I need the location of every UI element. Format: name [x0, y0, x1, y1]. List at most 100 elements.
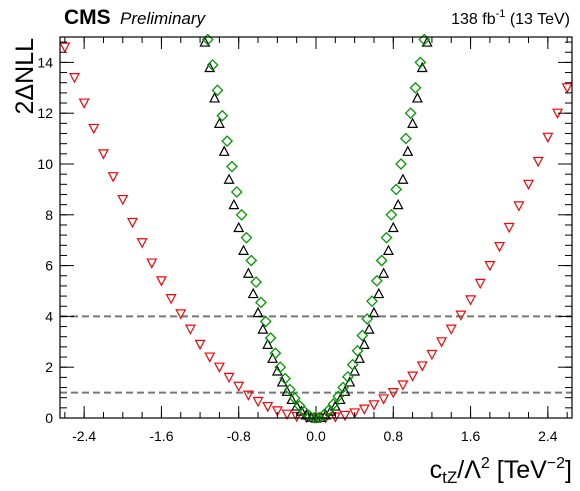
point-s2-39	[390, 183, 403, 196]
point-s0-23	[281, 409, 293, 420]
x-title-mid: /Λ	[457, 456, 481, 484]
point-s2-3	[216, 109, 229, 122]
point-s1-17	[281, 385, 293, 396]
point-s0-38	[426, 349, 438, 361]
luminosity-label: 138 fb-1 (13 TeV)	[451, 8, 570, 28]
y-tick-label: 12	[37, 105, 53, 121]
point-s1-31	[349, 365, 361, 376]
point-s2-37	[380, 231, 393, 244]
preliminary-label: Preliminary	[120, 9, 207, 28]
point-s0-46	[503, 222, 515, 234]
point-s0-6	[117, 194, 129, 206]
point-s0-49	[532, 156, 544, 168]
point-s1-36	[373, 287, 385, 299]
x-title-base: c	[430, 456, 443, 484]
point-s0-17	[223, 372, 235, 384]
point-s2-4	[221, 135, 234, 148]
point-s2-41	[399, 132, 412, 145]
point-s1-21	[300, 409, 312, 420]
point-s0-41	[455, 310, 467, 321]
point-s0-45	[494, 241, 506, 253]
point-s1-32	[353, 352, 365, 363]
point-s1-18	[286, 393, 298, 405]
x-tick-label: 0.0	[306, 428, 326, 444]
point-s0-50	[542, 132, 554, 144]
x-tick-label: 0.8	[384, 428, 404, 444]
point-s0-5	[107, 172, 119, 183]
point-s1-5	[223, 173, 235, 184]
point-s2-25	[322, 404, 335, 417]
x-title-unit-close: ]	[565, 456, 572, 484]
x-tick-label: -1.6	[149, 428, 173, 444]
point-s0-19	[242, 390, 254, 401]
point-s2-2	[211, 84, 224, 97]
point-s2-42	[404, 107, 417, 120]
lumi-value: 138 fb	[451, 11, 496, 28]
point-s0-22	[271, 406, 283, 417]
point-s1-4	[218, 145, 230, 156]
point-s0-32	[368, 400, 380, 411]
point-s2-31	[351, 344, 364, 357]
point-s1-44	[411, 92, 423, 103]
point-s1-38	[382, 244, 394, 255]
point-s2-15	[274, 361, 287, 374]
point-s0-43	[474, 278, 486, 290]
x-tick-label: 2.4	[538, 428, 558, 444]
point-s0-30	[349, 408, 361, 419]
point-s2-9	[245, 254, 258, 267]
lumi-energy: (13 TeV)	[505, 11, 570, 28]
point-s2-11	[255, 296, 267, 309]
point-s2-7	[235, 208, 248, 221]
point-s0-48	[523, 179, 535, 191]
y-tick-label: 2	[45, 359, 53, 375]
point-s1-2	[209, 92, 221, 103]
point-s0-15	[204, 352, 216, 363]
x-tick-label: -2.4	[72, 428, 96, 444]
point-s1-9	[242, 267, 254, 278]
point-s0-9	[146, 258, 158, 269]
point-s1-41	[397, 173, 409, 184]
cms-label: CMS	[64, 6, 111, 29]
point-s2-22	[308, 411, 320, 424]
point-s0-14	[194, 339, 206, 351]
point-s0-20	[252, 396, 264, 408]
point-s0-11	[165, 294, 177, 305]
point-s1-3	[213, 117, 225, 128]
point-s1-29	[339, 385, 351, 396]
plot-frame	[59, 36, 573, 419]
y-tick-label: 6	[45, 258, 53, 274]
point-s0-10	[155, 276, 167, 287]
point-s1-13	[262, 338, 274, 349]
y-tick-label: 10	[37, 156, 53, 172]
point-s0-0	[59, 42, 71, 53]
point-s1-33	[358, 338, 370, 349]
point-s0-34	[387, 388, 399, 399]
lumi-exponent: -1	[496, 8, 506, 20]
point-s0-29	[339, 410, 351, 422]
point-s2-1	[206, 59, 219, 71]
point-s1-11	[252, 306, 264, 318]
point-s2-13	[264, 332, 277, 344]
point-s2-16	[279, 372, 292, 385]
point-s2-10	[250, 276, 263, 289]
x-tick-labels: -2.4 -1.6 -0.8 0.0 0.8 1.6 2.4	[72, 428, 558, 444]
reference-lines	[60, 315, 572, 394]
point-s1-7	[233, 221, 245, 233]
point-s2-43	[409, 81, 422, 94]
point-s2-18	[288, 392, 301, 405]
y-tick-label: 4	[45, 308, 53, 324]
point-s1-15	[271, 365, 283, 376]
point-s2-35	[370, 274, 383, 287]
point-s1-30	[344, 376, 356, 387]
point-s1-39	[387, 221, 399, 233]
point-s2-34	[366, 295, 378, 308]
point-s1-42	[402, 145, 414, 156]
point-s0-13	[184, 324, 196, 335]
point-s1-28	[334, 393, 346, 405]
point-s2-17	[283, 383, 296, 396]
point-s0-2	[78, 98, 90, 109]
point-s0-40	[445, 324, 457, 335]
x-tick-label: -0.8	[227, 428, 251, 444]
point-s2-28	[337, 381, 349, 394]
point-s2-27	[332, 390, 345, 403]
